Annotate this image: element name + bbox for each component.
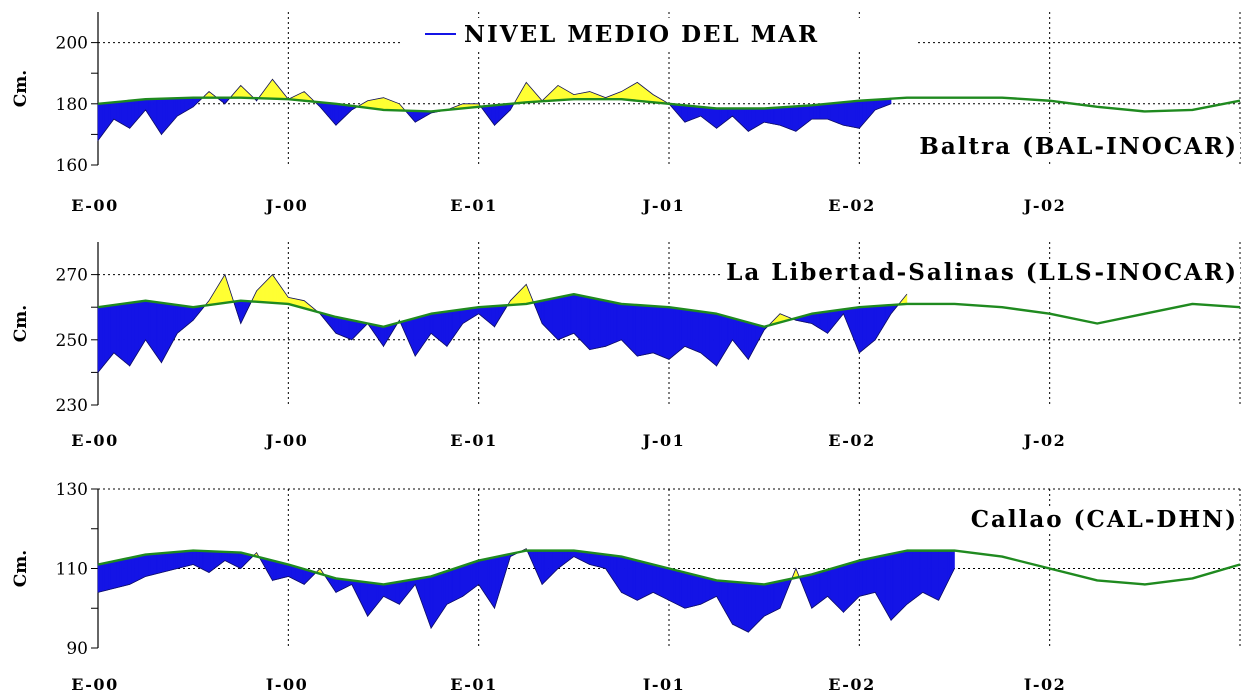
y-axis-label: Cm.: [11, 305, 31, 342]
station-title: Callao (CAL-DHN): [971, 506, 1238, 533]
legend-box: [400, 18, 915, 50]
mean-sea-level-line: [97, 292, 1241, 328]
x-tick-label: J-01: [641, 675, 685, 690]
x-tick-label: J-01: [641, 196, 685, 215]
x-tick-label: J-02: [1022, 431, 1066, 450]
y-axis-label: Cm.: [11, 550, 31, 587]
x-tick-label: J-02: [1022, 675, 1066, 690]
y-tick-label: 250: [56, 331, 88, 351]
x-tick-label: E-02: [828, 431, 875, 450]
y-tick-label: 270: [56, 266, 88, 286]
x-tick-label: E-02: [828, 196, 875, 215]
x-tick-label: J-00: [264, 675, 308, 690]
observed-series-line: [97, 273, 908, 373]
mean-sea-level-line: [97, 96, 1241, 113]
x-tick-label: E-00: [71, 675, 118, 690]
y-tick-label: 180: [56, 95, 88, 115]
y-tick-label: 90: [66, 639, 88, 659]
x-tick-label: J-01: [641, 431, 685, 450]
station-title-backdrop: [722, 259, 1240, 286]
x-tick-label: E-00: [71, 431, 118, 450]
x-tick-label: E-01: [450, 675, 497, 690]
x-tick-label: J-00: [264, 431, 308, 450]
legend: NIVEL MEDIO DEL MAR: [400, 18, 915, 50]
station-title: La Libertad-Salinas (LLS-INOCAR): [726, 259, 1238, 286]
x-tick-label: E-02: [828, 675, 875, 690]
panel-baltra: 160 180 200 E-00 J-00 E-01 J-01 E-02 J-02 Cm. Balt…: [11, 12, 1241, 215]
panel-callao: 90 110 130 E-00 J-00 E-01 J-01 E-02 J-02 Cm. Calla…: [11, 480, 1241, 690]
x-tick-label: E-00: [71, 196, 118, 215]
y-axis-label: Cm.: [11, 70, 31, 107]
mean-sea-level-line: [97, 549, 1241, 586]
legend-label: NIVEL MEDIO DEL MAR: [464, 21, 819, 48]
y-tick-label: 160: [56, 156, 88, 176]
x-tick-label: E-01: [450, 431, 497, 450]
station-title: Baltra (BAL-INOCAR): [919, 133, 1238, 160]
observed-series-line: [97, 548, 955, 633]
y-tick-label: 230: [56, 396, 88, 416]
x-tick-label: E-01: [450, 196, 497, 215]
panel-la-libertad-salinas: 230 250 270 E-00 J-00 E-01 J-01 E-02 J-02 Cm. La L…: [11, 242, 1241, 450]
x-tick-label: J-00: [264, 196, 308, 215]
y-tick-label: 130: [56, 480, 88, 500]
station-title-backdrop: [915, 133, 1240, 160]
y-tick-label: 110: [56, 560, 88, 580]
x-tick-label: J-02: [1022, 196, 1066, 215]
y-tick-label: 200: [56, 34, 88, 54]
station-title-backdrop: [966, 506, 1240, 533]
